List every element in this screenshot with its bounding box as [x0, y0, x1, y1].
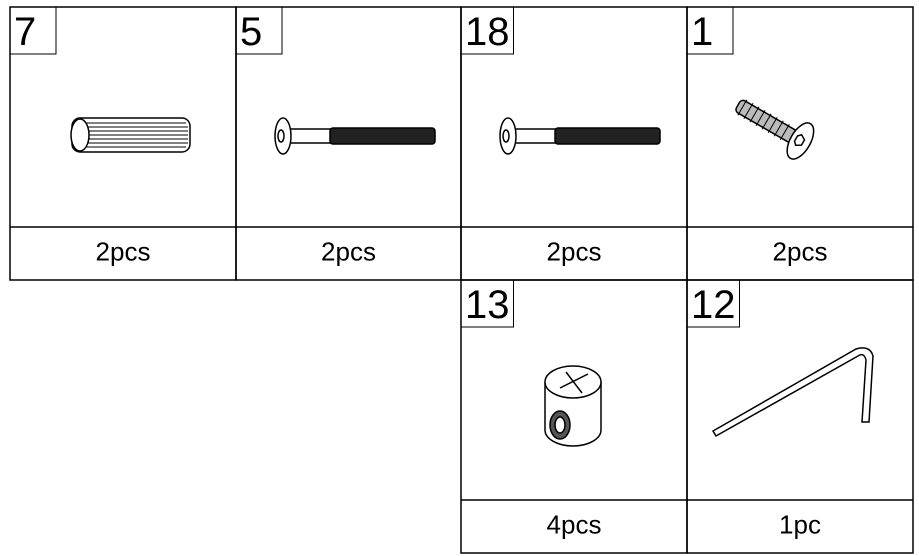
screw-icon — [735, 99, 815, 160]
dowel-icon — [70, 117, 191, 153]
part-quantity: 1pc — [779, 509, 821, 539]
part-quantity: 2pcs — [547, 236, 602, 266]
part-number-box — [686, 279, 740, 328]
part-number: 5 — [240, 10, 262, 54]
part-cell — [686, 279, 914, 554]
bolt-icon — [499, 117, 661, 155]
part-number: 18 — [465, 10, 510, 54]
part-quantity: 4pcs — [547, 509, 602, 539]
part-number-box — [460, 279, 514, 328]
part-number-box — [235, 6, 283, 55]
cells: 7 2pcs 5 2pcs 18 2pcs 1 2pcs 13 4pcs 12 1pc — [9, 6, 914, 554]
part-number-box — [9, 6, 57, 55]
part-number: 13 — [465, 283, 510, 327]
part-number: 1 — [691, 10, 713, 54]
bolt-icon — [274, 117, 436, 155]
part-number-box — [686, 6, 734, 55]
hex-key-icon — [711, 347, 874, 438]
part-number: 12 — [691, 283, 736, 327]
part-number-box — [460, 6, 514, 55]
part-quantity: 2pcs — [773, 236, 828, 266]
cam-nut-icon — [544, 365, 602, 447]
part-quantity: 2pcs — [96, 236, 151, 266]
part-number: 7 — [14, 10, 36, 54]
part-quantity: 2pcs — [321, 236, 376, 266]
